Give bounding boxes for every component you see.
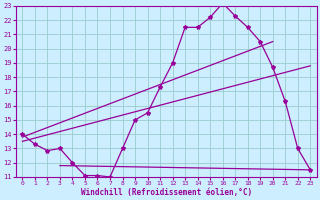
- X-axis label: Windchill (Refroidissement éolien,°C): Windchill (Refroidissement éolien,°C): [81, 188, 252, 197]
